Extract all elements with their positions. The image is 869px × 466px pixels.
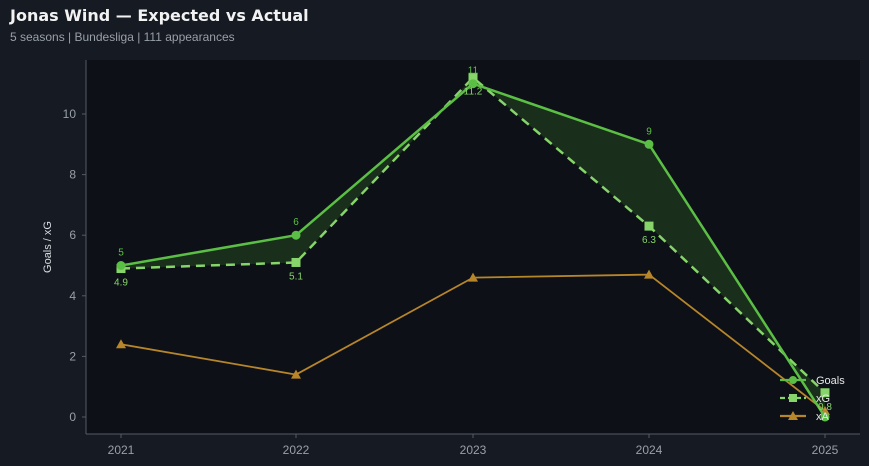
y-tick-label: 10 bbox=[63, 107, 77, 121]
xg-data-label: 5.1 bbox=[289, 271, 303, 282]
legend: Goals xG xA bbox=[780, 375, 845, 423]
xg-point bbox=[820, 388, 830, 398]
legend-xg-marker bbox=[789, 394, 797, 402]
xg-point bbox=[291, 257, 301, 267]
x-tick-label: 2025 bbox=[812, 443, 839, 457]
legend-goals-marker bbox=[789, 376, 797, 384]
goals-data-label: 6 bbox=[293, 217, 299, 228]
xa-point bbox=[644, 269, 654, 279]
xg-data-label: 11.2 bbox=[464, 87, 483, 98]
y-tick-label: 6 bbox=[69, 228, 76, 242]
goals-point bbox=[116, 261, 126, 270]
xg-point bbox=[644, 221, 654, 231]
xg-data-label: 6.3 bbox=[642, 235, 656, 246]
chart-title: Jonas Wind — Expected vs Actual bbox=[10, 6, 309, 25]
y-tick-label: 8 bbox=[69, 168, 76, 182]
x-tick-label: 2022 bbox=[283, 443, 310, 457]
goals-point bbox=[468, 79, 478, 89]
goals-point bbox=[291, 230, 301, 240]
xg-point bbox=[468, 73, 478, 83]
goals-point bbox=[820, 412, 830, 422]
x-tick-label: 2023 bbox=[460, 443, 487, 457]
y-tick-label: 4 bbox=[69, 289, 76, 303]
xa-point bbox=[291, 369, 301, 379]
legend-xg-label: xG bbox=[816, 393, 830, 405]
chart-subtitle: 5 seasons | Bundesliga | 111 appearances bbox=[10, 30, 235, 44]
x-tick-label: 2024 bbox=[636, 443, 663, 457]
x-tick-label: 2021 bbox=[108, 443, 135, 457]
legend-xa-label: xA bbox=[816, 411, 830, 423]
y-tick-label: 2 bbox=[69, 349, 76, 363]
goals-point bbox=[644, 139, 654, 149]
xa-point bbox=[468, 272, 478, 282]
xg-data-label: 0.8 bbox=[818, 402, 832, 413]
y-axis-label: Goals / xG bbox=[42, 221, 54, 273]
legend-goals-label: Goals bbox=[816, 375, 845, 387]
plot-area bbox=[86, 60, 860, 434]
goals-data-label: 9 bbox=[646, 126, 652, 137]
legend-xa-marker bbox=[788, 411, 798, 420]
xg-data-label: 4.9 bbox=[114, 278, 128, 289]
y-tick-label: 0 bbox=[69, 410, 76, 424]
goals-data-label: 11 bbox=[468, 66, 479, 77]
xg-line bbox=[120, 76, 826, 394]
goals-data-label: 5 bbox=[118, 248, 124, 259]
goals-xg-difference-area bbox=[121, 77, 825, 417]
xa-point bbox=[116, 339, 126, 349]
